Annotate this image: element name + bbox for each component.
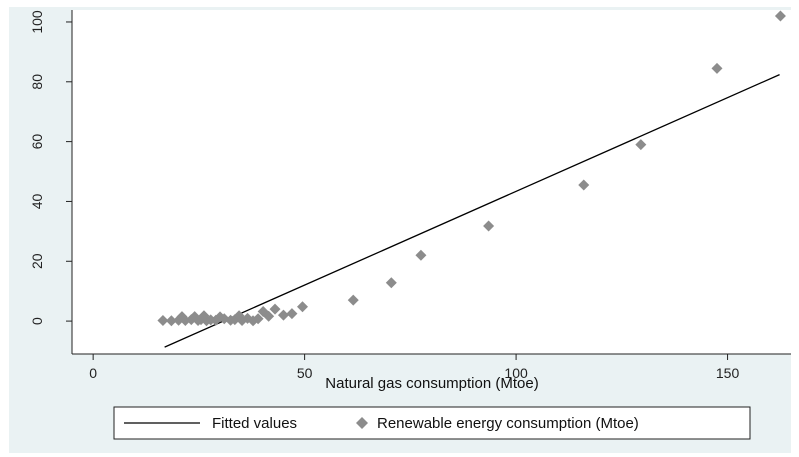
y-tick-label: 0 [29,317,45,325]
y-tick-label: 40 [29,193,45,209]
legend-box [113,406,751,440]
y-axis-ticks: 0 20 40 60 80 100 [29,10,72,325]
legend-label-renewable-energy: Renewable energy consumption (Mtoe) [377,415,639,432]
renewable-energy-point [269,303,281,315]
renewable-energy-point [165,315,177,327]
renewable-energy-point [347,294,359,306]
x-tick-label: 0 [89,365,97,381]
x-axis-title: Natural gas consumption (Mtoe) [325,375,538,392]
renewable-energy-point [711,62,723,74]
renewable-energy-point [252,313,264,325]
renewable-energy-point [385,277,397,289]
y-tick-label: 60 [29,134,45,150]
x-tick-label: 100 [504,365,528,381]
renewable-energy-point [157,314,169,326]
x-axis-ticks: 0 50 100 150 [89,354,739,381]
renewable-energy-point [277,309,289,321]
y-tick-label: 100 [29,10,45,34]
plot-area [72,10,791,354]
renewable-energy-point [297,301,309,313]
plot-layer [157,10,786,348]
legend: Fitted values Renewable energy consumpti… [113,406,751,440]
y-tick-label: 80 [29,74,45,90]
renewable-energy-point [578,179,590,191]
renewable-energy-point [263,310,275,322]
renewable-energy-point [774,10,786,22]
renewable-energy-point [415,249,427,261]
fitted-values-line [164,74,780,348]
y-tick-label: 20 [29,253,45,269]
renewable-energy-point [635,139,647,151]
x-tick-label: 150 [716,365,740,381]
renewable-energy-point [483,220,495,232]
legend-label-fitted-values: Fitted values [212,415,297,432]
legend-diamond-swatch [356,417,368,429]
x-tick-label: 50 [297,365,313,381]
renewable-energy-point [286,308,298,320]
